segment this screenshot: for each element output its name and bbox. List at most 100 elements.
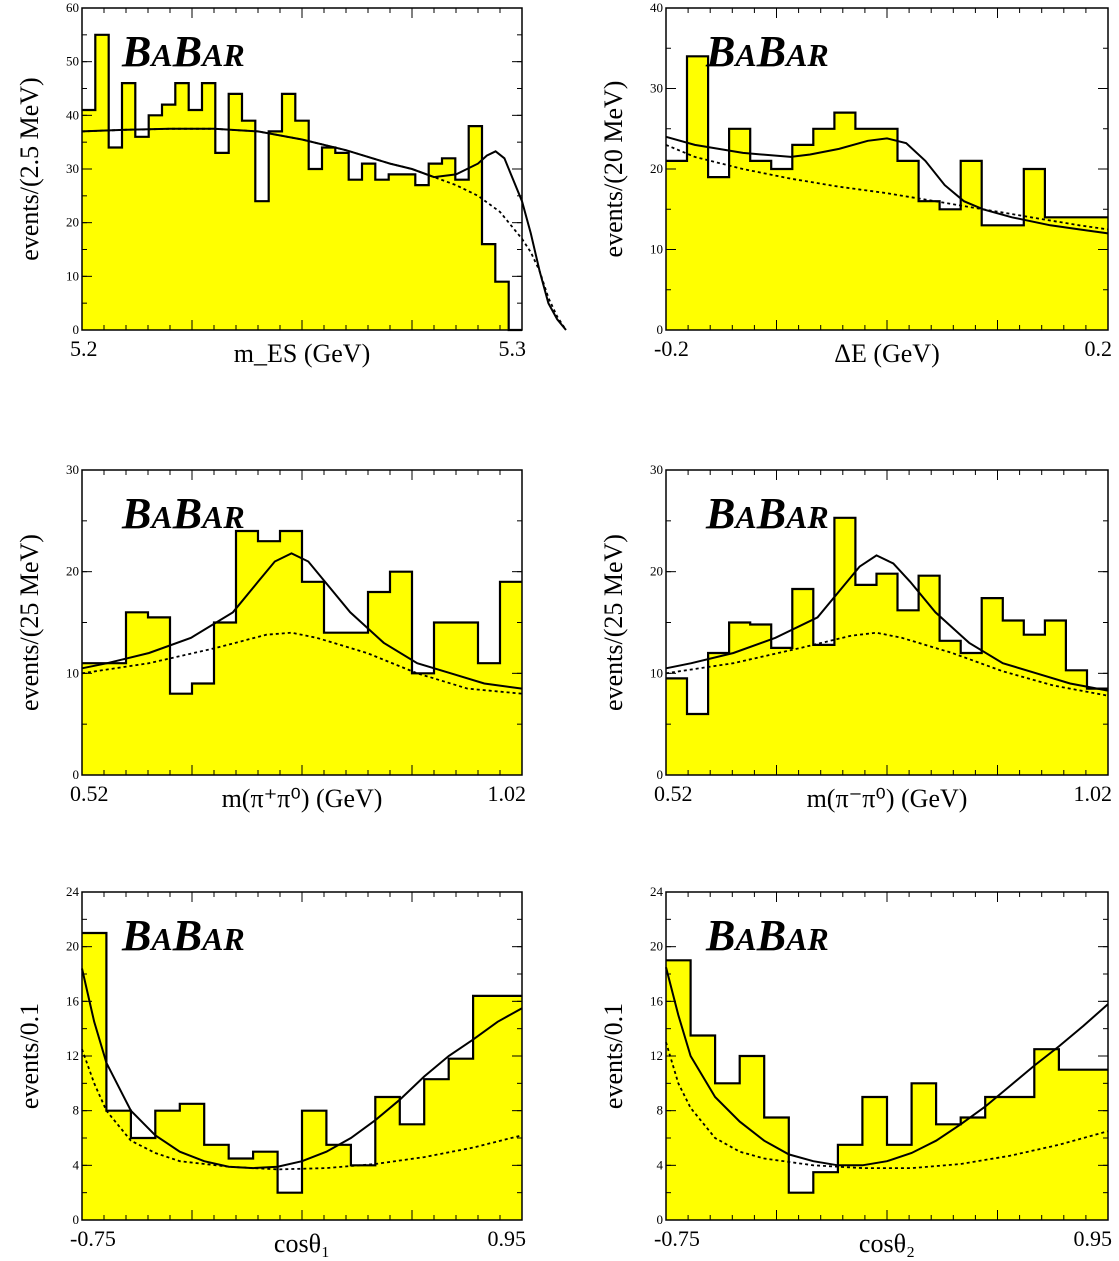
babar-logo: BABAR: [121, 489, 245, 538]
histogram-bin: [189, 110, 202, 330]
histogram-bin: [469, 126, 482, 330]
x-max-label: 0.95: [1074, 1226, 1113, 1251]
histogram-bin: [326, 1145, 350, 1220]
histogram-bin: [278, 1193, 302, 1220]
background-fit-curve: [81, 1048, 523, 1171]
histogram-bin: [455, 180, 468, 330]
x-axis-label: cosθ₁: [274, 1229, 330, 1258]
histogram-bin: [715, 1083, 740, 1220]
babar-logo: BABAR: [121, 911, 245, 960]
histogram-bin: [1045, 621, 1066, 776]
y-tick-label: 0: [657, 767, 664, 782]
histogram-bin: [898, 610, 919, 775]
histogram-outline: [666, 55, 1108, 227]
histogram-bin: [148, 617, 170, 775]
y-tick-label: 10: [650, 242, 663, 257]
x-min-label: 0.52: [70, 781, 109, 806]
histogram-bin: [855, 129, 876, 330]
background-fit-curve: [665, 1042, 1109, 1169]
y-tick-label: 16: [650, 993, 664, 1008]
total-fit-curve: [665, 966, 1109, 1167]
histogram-bin: [126, 612, 148, 775]
histogram-bin: [666, 678, 687, 775]
histogram-bin: [495, 282, 508, 330]
histogram-bin: [324, 633, 346, 775]
x-axis-label: m_ES (GeV): [234, 339, 370, 368]
y-tick-label: 4: [657, 1157, 664, 1172]
babar-logo: BABAR: [705, 489, 829, 538]
histogram-bin: [750, 161, 771, 330]
histogram-bin: [295, 121, 308, 330]
histogram-bin: [255, 201, 268, 330]
y-tick-label: 24: [650, 884, 664, 899]
histogram-bin: [1003, 225, 1024, 330]
y-tick-label: 0: [657, 1212, 664, 1227]
histogram-bin: [368, 592, 390, 775]
histogram-bin: [862, 1097, 887, 1220]
histogram-outline: [666, 516, 1108, 716]
histogram-bin: [1045, 217, 1066, 330]
histogram-bin: [175, 83, 188, 330]
panel-6: 0 4 8 12 16 20 24 -0.75 0.95 cosθ₂ events/0.1 BABAR: [599, 884, 1112, 1258]
histogram-bin: [1087, 217, 1108, 330]
histogram-bin: [898, 161, 919, 330]
histogram-bin: [269, 131, 282, 330]
y-tick-label: 12: [650, 1048, 663, 1063]
histogram-bin: [940, 209, 961, 330]
histogram-bin: [170, 694, 192, 775]
y-tick-label: 20: [66, 215, 79, 230]
histogram-bin: [789, 1193, 814, 1220]
histogram-bin: [834, 518, 855, 775]
background-fit-curve: [81, 631, 523, 695]
histogram-bin: [335, 153, 348, 330]
histogram-bin: [415, 185, 428, 330]
x-max-label: 0.95: [488, 1226, 527, 1251]
histogram-bin: [687, 714, 708, 775]
y-tick-label: 20: [650, 161, 663, 176]
histogram-bin: [1024, 169, 1045, 330]
histogram-bin: [253, 1152, 277, 1220]
y-tick-label: 30: [650, 462, 663, 477]
x-min-label: 5.2: [70, 336, 98, 361]
histogram-bin: [792, 589, 813, 775]
x-axis-label: m(π⁻π⁰) (GeV): [807, 784, 968, 813]
histogram-bin: [1087, 689, 1108, 775]
total-fit-curve: [81, 552, 523, 690]
histogram-bin: [135, 137, 148, 330]
histogram-bin: [349, 180, 362, 330]
histogram-bin: [400, 1124, 424, 1220]
histogram-bin: [687, 56, 708, 330]
babar-logo: BABAR: [121, 27, 245, 76]
histogram-bin: [877, 574, 898, 775]
histogram-bin: [402, 174, 415, 330]
histogram-bin: [666, 161, 687, 330]
y-tick-label: 20: [66, 939, 79, 954]
histogram-outline: [82, 931, 522, 1194]
histogram-bin: [1059, 1070, 1084, 1220]
histogram-bin: [162, 105, 175, 330]
panel-2: 0 10 20 30 40 -0.2 0.2 ΔE (GeV) events/(20 MeV) B…: [599, 0, 1112, 368]
y-tick-label: 30: [66, 462, 79, 477]
y-tick-label: 40: [650, 0, 663, 15]
x-min-label: -0.2: [654, 336, 689, 361]
histogram-bin: [122, 83, 135, 330]
y-tick-label: 20: [650, 939, 663, 954]
y-tick-label: 0: [73, 767, 80, 782]
y-tick-label: 24: [66, 884, 80, 899]
histogram-bin: [104, 663, 126, 775]
histogram-bin: [729, 623, 750, 776]
histogram-bin: [1024, 635, 1045, 775]
x-min-label: -0.75: [70, 1226, 116, 1251]
histogram-outline: [82, 529, 522, 695]
histogram-bin: [1083, 1070, 1108, 1220]
histogram-bin: [666, 960, 691, 1220]
histogram-bin: [242, 121, 255, 330]
histogram-bin: [729, 129, 750, 330]
histogram-outline: [666, 959, 1108, 1194]
histogram-bin: [82, 933, 106, 1220]
histogram-bin: [412, 673, 434, 775]
histogram-bin: [708, 177, 729, 330]
y-axis-label: events/0.1: [599, 1003, 628, 1109]
histogram-bin: [389, 174, 402, 330]
histogram-bin: [424, 1079, 448, 1220]
